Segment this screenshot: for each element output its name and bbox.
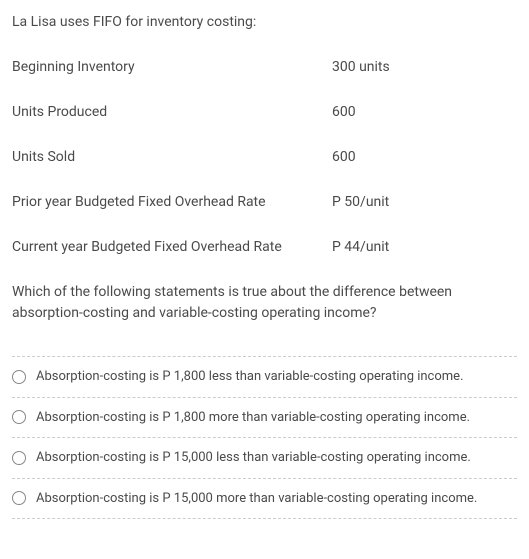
radio-icon[interactable] bbox=[12, 370, 26, 384]
option-row[interactable]: Absorption-costing is P 15,000 less than… bbox=[12, 437, 517, 478]
data-row: Prior year Budgeted Fixed Overhead Rate … bbox=[12, 192, 517, 213]
data-value: 300 units bbox=[332, 57, 517, 78]
data-row: Units Sold 600 bbox=[12, 147, 517, 168]
data-value: 600 bbox=[332, 102, 517, 123]
option-row[interactable]: Absorption-costing is P 15,000 more than… bbox=[12, 478, 517, 520]
data-label: Current year Budgeted Fixed Overhead Rat… bbox=[12, 237, 332, 258]
data-label: Beginning Inventory bbox=[12, 57, 332, 78]
data-label: Units Produced bbox=[12, 102, 332, 123]
data-value: P 50/unit bbox=[332, 192, 517, 213]
radio-icon[interactable] bbox=[12, 410, 26, 424]
option-label: Absorption-costing is P 1,800 more than … bbox=[36, 408, 517, 428]
data-row: Units Produced 600 bbox=[12, 102, 517, 123]
option-row[interactable]: Absorption-costing is P 1,800 less than … bbox=[12, 356, 517, 397]
data-value: 600 bbox=[332, 147, 517, 168]
option-label: Absorption-costing is P 1,800 less than … bbox=[36, 367, 517, 387]
question-text: Which of the following statements is tru… bbox=[12, 282, 517, 324]
option-row[interactable]: Absorption-costing is P 1,800 more than … bbox=[12, 397, 517, 438]
intro-text: La Lisa uses FIFO for inventory costing: bbox=[12, 12, 517, 33]
radio-icon[interactable] bbox=[12, 451, 26, 465]
options-container: Absorption-costing is P 1,800 less than … bbox=[12, 356, 517, 519]
data-table: Beginning Inventory 300 units Units Prod… bbox=[12, 57, 517, 258]
data-value: P 44/unit bbox=[332, 237, 517, 258]
radio-icon[interactable] bbox=[12, 491, 26, 505]
option-label: Absorption-costing is P 15,000 less than… bbox=[36, 448, 517, 468]
data-row: Current year Budgeted Fixed Overhead Rat… bbox=[12, 237, 517, 258]
data-label: Units Sold bbox=[12, 147, 332, 168]
option-label: Absorption-costing is P 15,000 more than… bbox=[36, 489, 517, 509]
data-label: Prior year Budgeted Fixed Overhead Rate bbox=[12, 192, 332, 213]
data-row: Beginning Inventory 300 units bbox=[12, 57, 517, 78]
